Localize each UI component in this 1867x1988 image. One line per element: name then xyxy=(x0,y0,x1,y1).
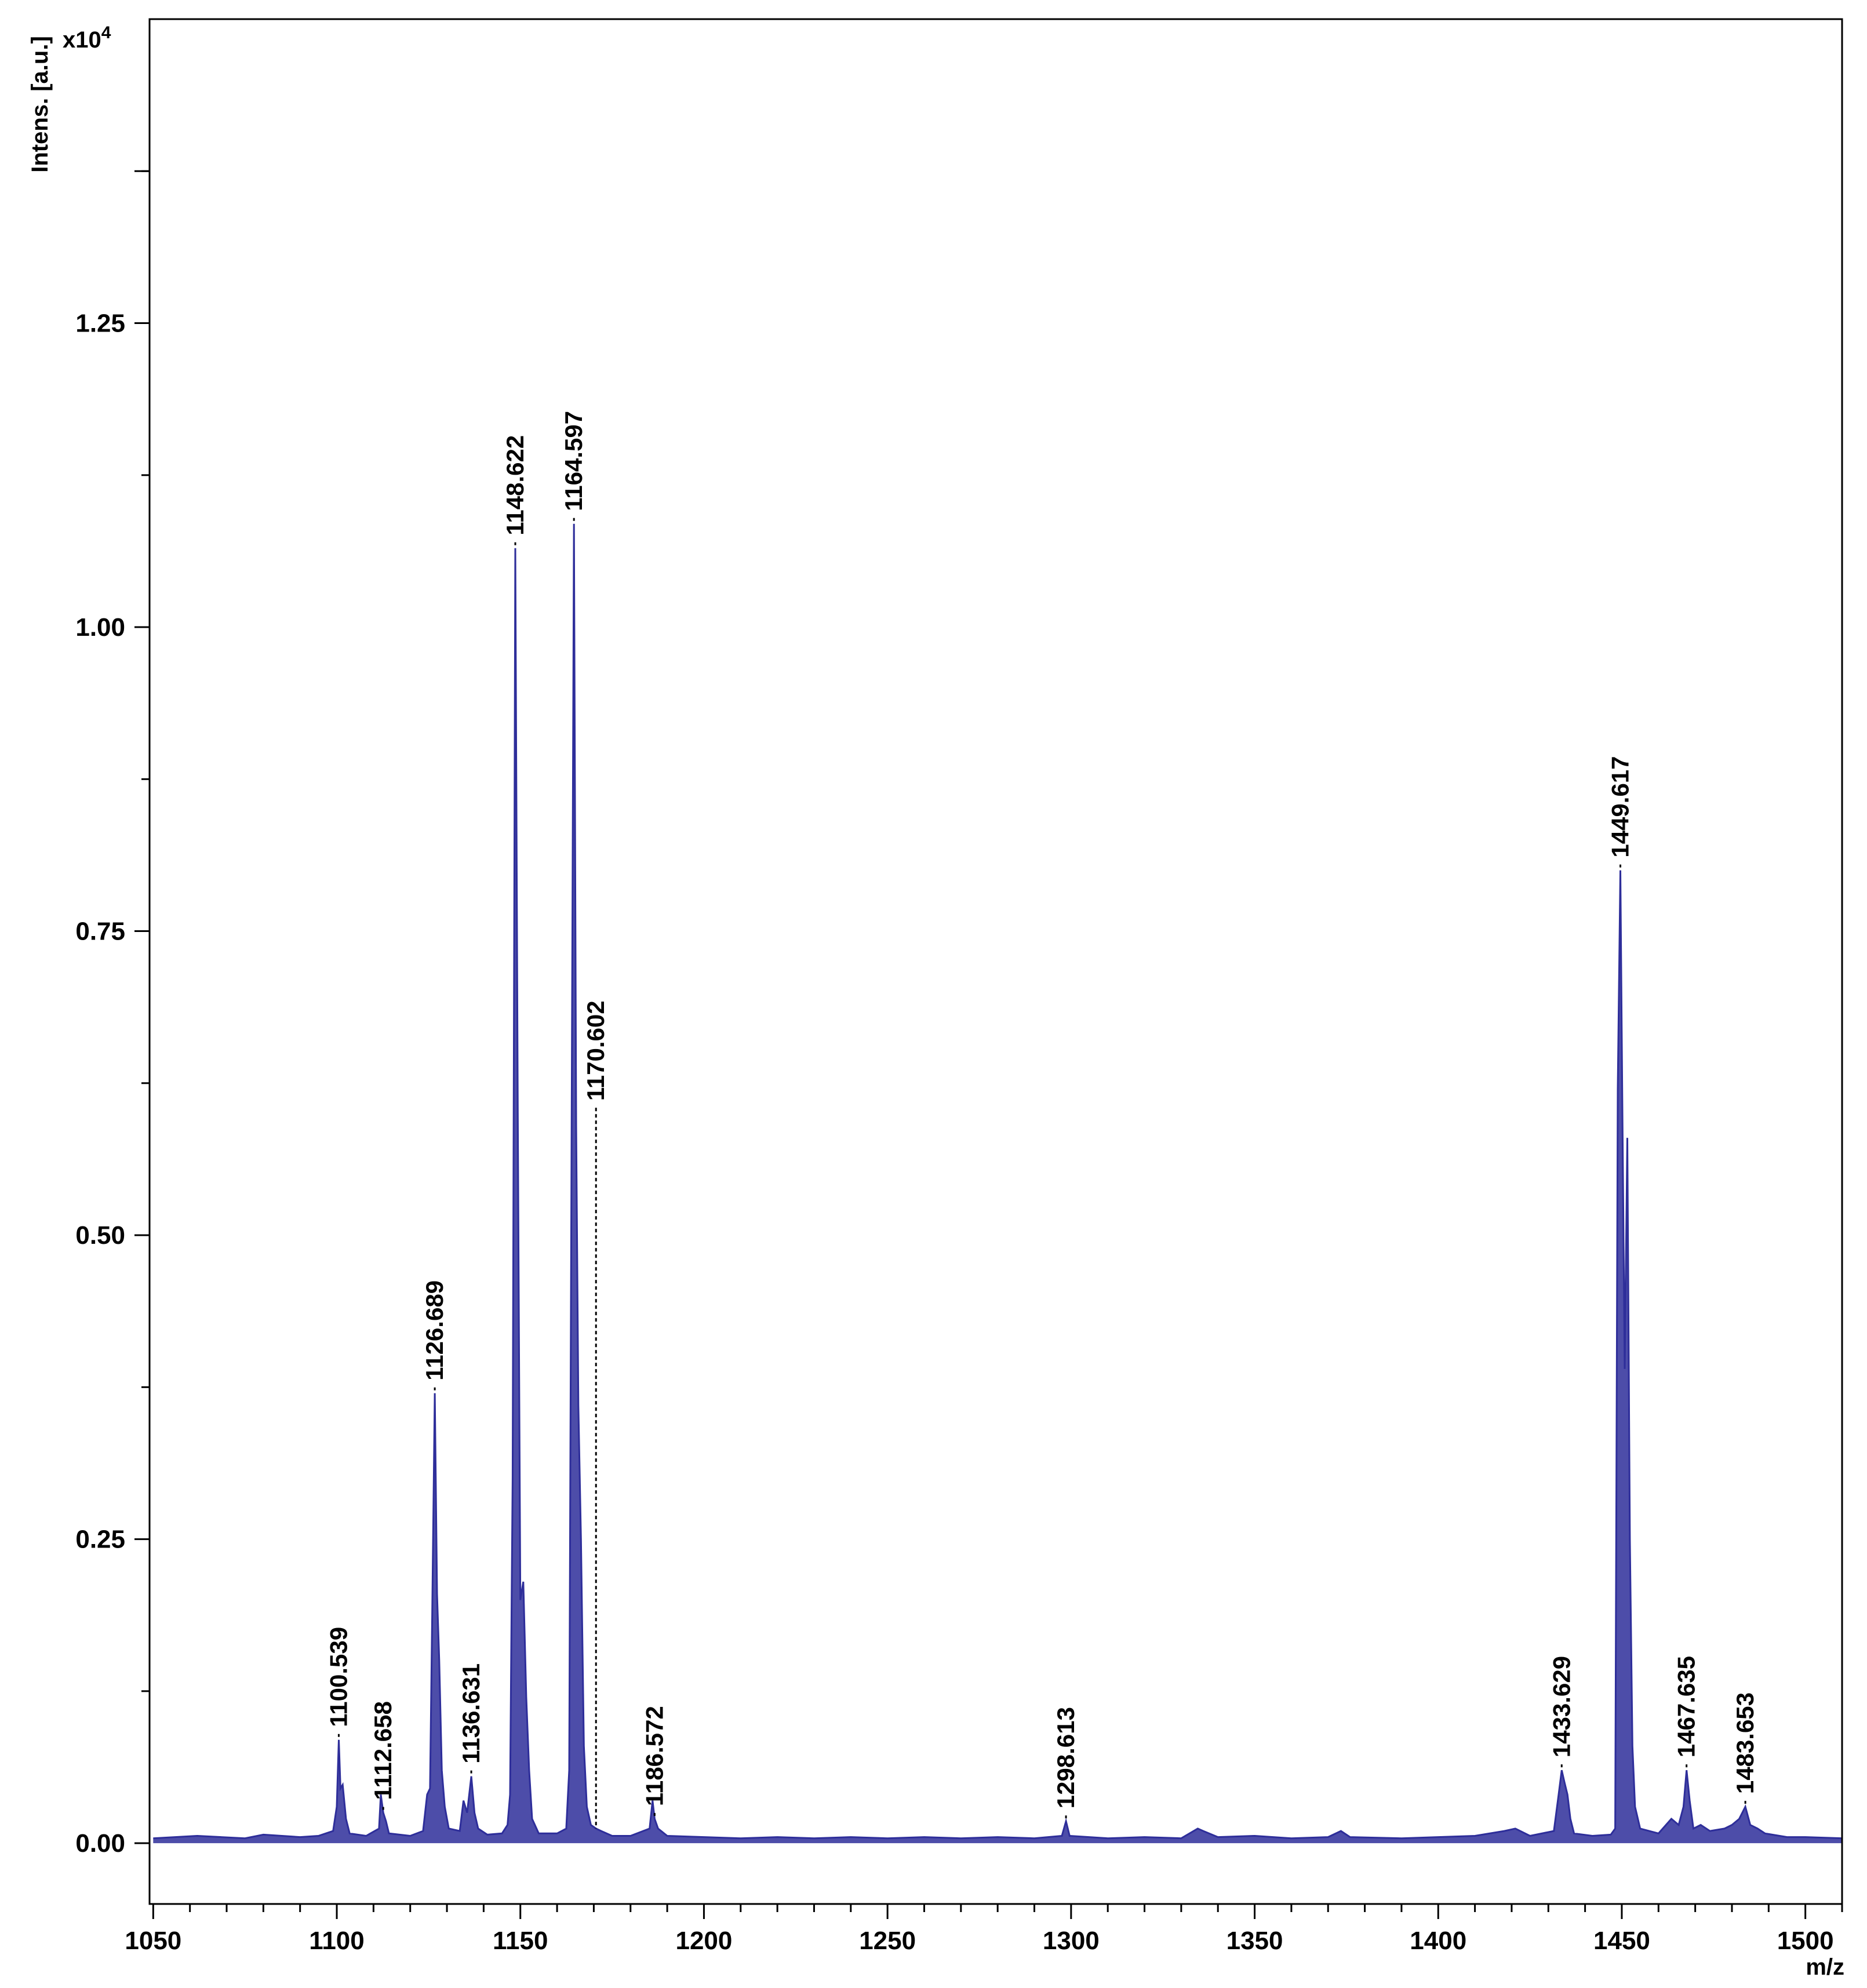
y-axis-scale-exponent: 4 xyxy=(101,23,111,42)
peak-label: 1483.653 xyxy=(1731,1692,1759,1794)
peak-label: 1136.631 xyxy=(457,1663,485,1764)
x-tick-label: 1450 xyxy=(1593,1927,1650,1955)
y-tick-label: 1.00 xyxy=(75,613,125,642)
peak-label: 1298.613 xyxy=(1052,1707,1079,1808)
x-tick-label: 1500 xyxy=(1777,1927,1834,1955)
y-tick-label: 0.50 xyxy=(75,1221,125,1250)
spectrum-data-layer xyxy=(153,523,1843,1844)
x-tick-label: 1100 xyxy=(309,1927,364,1955)
peak-label: 1126.689 xyxy=(421,1280,448,1381)
x-tick-label: 1300 xyxy=(1043,1927,1100,1955)
spectrum-fill xyxy=(153,523,1842,1844)
x-tick-label: 1400 xyxy=(1410,1927,1466,1955)
peak-label: 1164.597 xyxy=(560,411,587,511)
peak-label: 1100.539 xyxy=(325,1627,352,1727)
spectrum-line xyxy=(153,523,1843,1840)
peak-label: 1170.602 xyxy=(582,1000,609,1101)
x-tick-label: 1150 xyxy=(493,1927,548,1955)
peak-label: 1148.622 xyxy=(501,435,529,536)
peak-label: 1449.617 xyxy=(1607,756,1634,857)
peak-label: 1112.658 xyxy=(369,1701,396,1800)
peak-label: 1186.572 xyxy=(640,1706,668,1806)
y-axis-title: Intens. [a.u.] xyxy=(27,36,53,173)
peak-label: 1467.635 xyxy=(1673,1656,1700,1757)
x-tick-label: 1200 xyxy=(675,1927,732,1955)
plot-area-frame xyxy=(148,18,1843,1905)
peak-annotation-layer: 1100.539 1112.658 1126.689 1136.631 1148.622… xyxy=(325,411,1759,1829)
axes-layer: 1050 1100 1150 1200 1250 1300 1350 1400 1450 1500… xyxy=(75,170,1843,1955)
y-tick-label: 0.25 xyxy=(75,1525,125,1554)
y-tick-label: 0.75 xyxy=(75,917,125,946)
y-axis-scale-factor: x104 xyxy=(63,23,111,53)
x-axis-title: m/z xyxy=(1806,1954,1844,1980)
y-tick-label: 0.00 xyxy=(75,1829,125,1858)
y-tick-label: 1.25 xyxy=(75,310,125,338)
peak-label: 1433.629 xyxy=(1548,1656,1575,1757)
x-tick-label: 1050 xyxy=(125,1927,181,1955)
y-axis-scale-base: x10 xyxy=(63,27,101,53)
x-tick-label: 1350 xyxy=(1227,1927,1283,1955)
x-tick-label: 1250 xyxy=(859,1927,916,1955)
